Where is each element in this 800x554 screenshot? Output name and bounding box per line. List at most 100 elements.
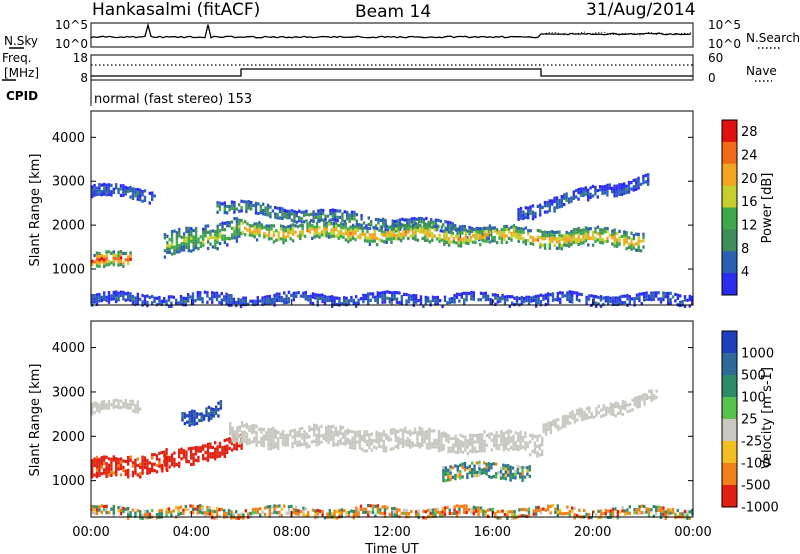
heatmap-cell xyxy=(464,445,467,449)
heatmap-cell xyxy=(129,514,132,518)
heatmap-cell xyxy=(466,472,469,476)
heatmap-cell xyxy=(107,263,111,267)
heatmap-cell xyxy=(397,230,400,234)
heatmap-cell xyxy=(625,191,628,195)
heatmap-cell xyxy=(514,444,517,448)
heatmap-cell xyxy=(414,225,417,229)
heatmap-cell xyxy=(563,233,566,238)
heatmap-cell xyxy=(613,241,616,245)
heatmap-cell xyxy=(98,292,101,297)
heatmap-cell xyxy=(415,300,418,304)
heatmap-cell xyxy=(100,407,103,411)
heatmap-cell xyxy=(475,461,479,465)
heatmap-cell xyxy=(676,296,679,300)
heatmap-cell xyxy=(547,298,550,302)
heatmap-cell xyxy=(428,230,432,234)
heatmap-cell xyxy=(615,231,619,236)
heatmap-cell xyxy=(507,435,510,439)
heatmap-cell xyxy=(452,240,456,244)
heatmap-cell xyxy=(559,426,562,430)
heatmap-cell xyxy=(370,223,373,227)
heatmap-cell xyxy=(327,437,330,441)
heatmap-cell xyxy=(180,457,183,461)
heatmap-cell xyxy=(284,440,287,444)
heatmap-cell xyxy=(428,443,431,447)
heatmap-cell xyxy=(503,512,507,517)
heatmap-cell xyxy=(563,243,566,247)
heatmap-cell xyxy=(536,229,540,233)
heatmap-cell xyxy=(463,510,466,514)
heatmap-cell xyxy=(430,442,433,446)
heatmap-cell xyxy=(531,213,535,218)
heatmap-cell xyxy=(632,246,636,250)
heatmap-cell xyxy=(184,504,187,509)
heatmap-cell xyxy=(112,402,115,406)
heatmap-cell xyxy=(119,187,123,191)
heatmap-cell xyxy=(398,508,401,512)
heatmap-cell xyxy=(223,228,227,232)
heatmap-cell xyxy=(478,467,481,471)
heatmap-cell xyxy=(405,512,408,516)
heatmap-cell xyxy=(555,205,559,210)
heatmap-cell xyxy=(100,257,103,261)
heatmap-cell xyxy=(143,295,147,299)
heatmap-cell xyxy=(502,473,505,477)
heatmap-cell xyxy=(389,428,393,432)
nsky-label: N.Sky xyxy=(4,34,38,48)
heatmap-cell xyxy=(563,193,566,197)
heatmap-cell xyxy=(659,300,663,304)
heatmap-cell xyxy=(190,409,194,413)
heatmap-cell xyxy=(657,297,660,301)
heatmap-cell xyxy=(428,437,431,441)
heatmap-cell xyxy=(251,224,254,228)
heatmap-cell xyxy=(308,435,311,439)
heatmap-cell xyxy=(599,234,602,238)
heatmap-cell xyxy=(640,394,644,398)
heatmap-cell xyxy=(418,429,421,433)
heatmap-cell xyxy=(214,405,218,409)
heatmap-cell xyxy=(292,294,295,299)
heatmap-cell xyxy=(273,293,276,297)
heatmap-cell xyxy=(567,241,571,245)
heatmap-cell xyxy=(103,297,106,301)
heatmap-cell xyxy=(616,299,619,303)
heatmap-cell xyxy=(309,294,312,298)
heatmap-cell xyxy=(151,301,154,305)
heatmap-cell xyxy=(298,430,301,434)
heatmap-cell xyxy=(339,438,342,442)
heatmap-cell xyxy=(173,461,176,465)
heatmap-cell xyxy=(110,297,113,301)
heatmap-cell xyxy=(627,242,631,246)
heatmap-cell xyxy=(239,301,243,305)
heatmap-cell xyxy=(439,229,442,233)
heatmap-cell xyxy=(424,295,427,299)
heatmap-cell xyxy=(547,295,550,299)
heatmap-cell xyxy=(351,236,355,240)
heatmap-cell xyxy=(548,237,552,241)
heatmap-cell xyxy=(333,516,336,520)
heatmap-cell xyxy=(143,198,147,203)
heatmap-cell xyxy=(566,297,569,301)
heatmap-cell xyxy=(233,200,236,205)
heatmap-cell xyxy=(551,233,554,237)
heatmap-cell xyxy=(499,467,503,471)
heatmap-cell xyxy=(659,297,663,301)
heatmap-cell xyxy=(382,449,385,453)
heatmap-cell xyxy=(190,239,193,244)
y-tick-label: 1000 xyxy=(52,263,85,278)
heatmap-cell xyxy=(630,231,633,235)
heatmap-cell xyxy=(554,425,557,429)
heatmap-cell xyxy=(166,241,169,245)
heatmap-cell xyxy=(479,509,483,513)
heatmap-cell xyxy=(539,245,542,249)
heatmap-cell xyxy=(401,444,405,449)
heatmap-cell xyxy=(563,196,566,200)
heatmap-cell xyxy=(390,231,393,235)
heatmap-cell xyxy=(385,436,388,440)
heatmap-cell xyxy=(357,298,360,302)
heatmap-cell xyxy=(218,201,222,205)
heatmap-cell xyxy=(290,212,294,216)
heatmap-cell xyxy=(573,513,576,517)
heatmap-cell xyxy=(245,206,248,210)
